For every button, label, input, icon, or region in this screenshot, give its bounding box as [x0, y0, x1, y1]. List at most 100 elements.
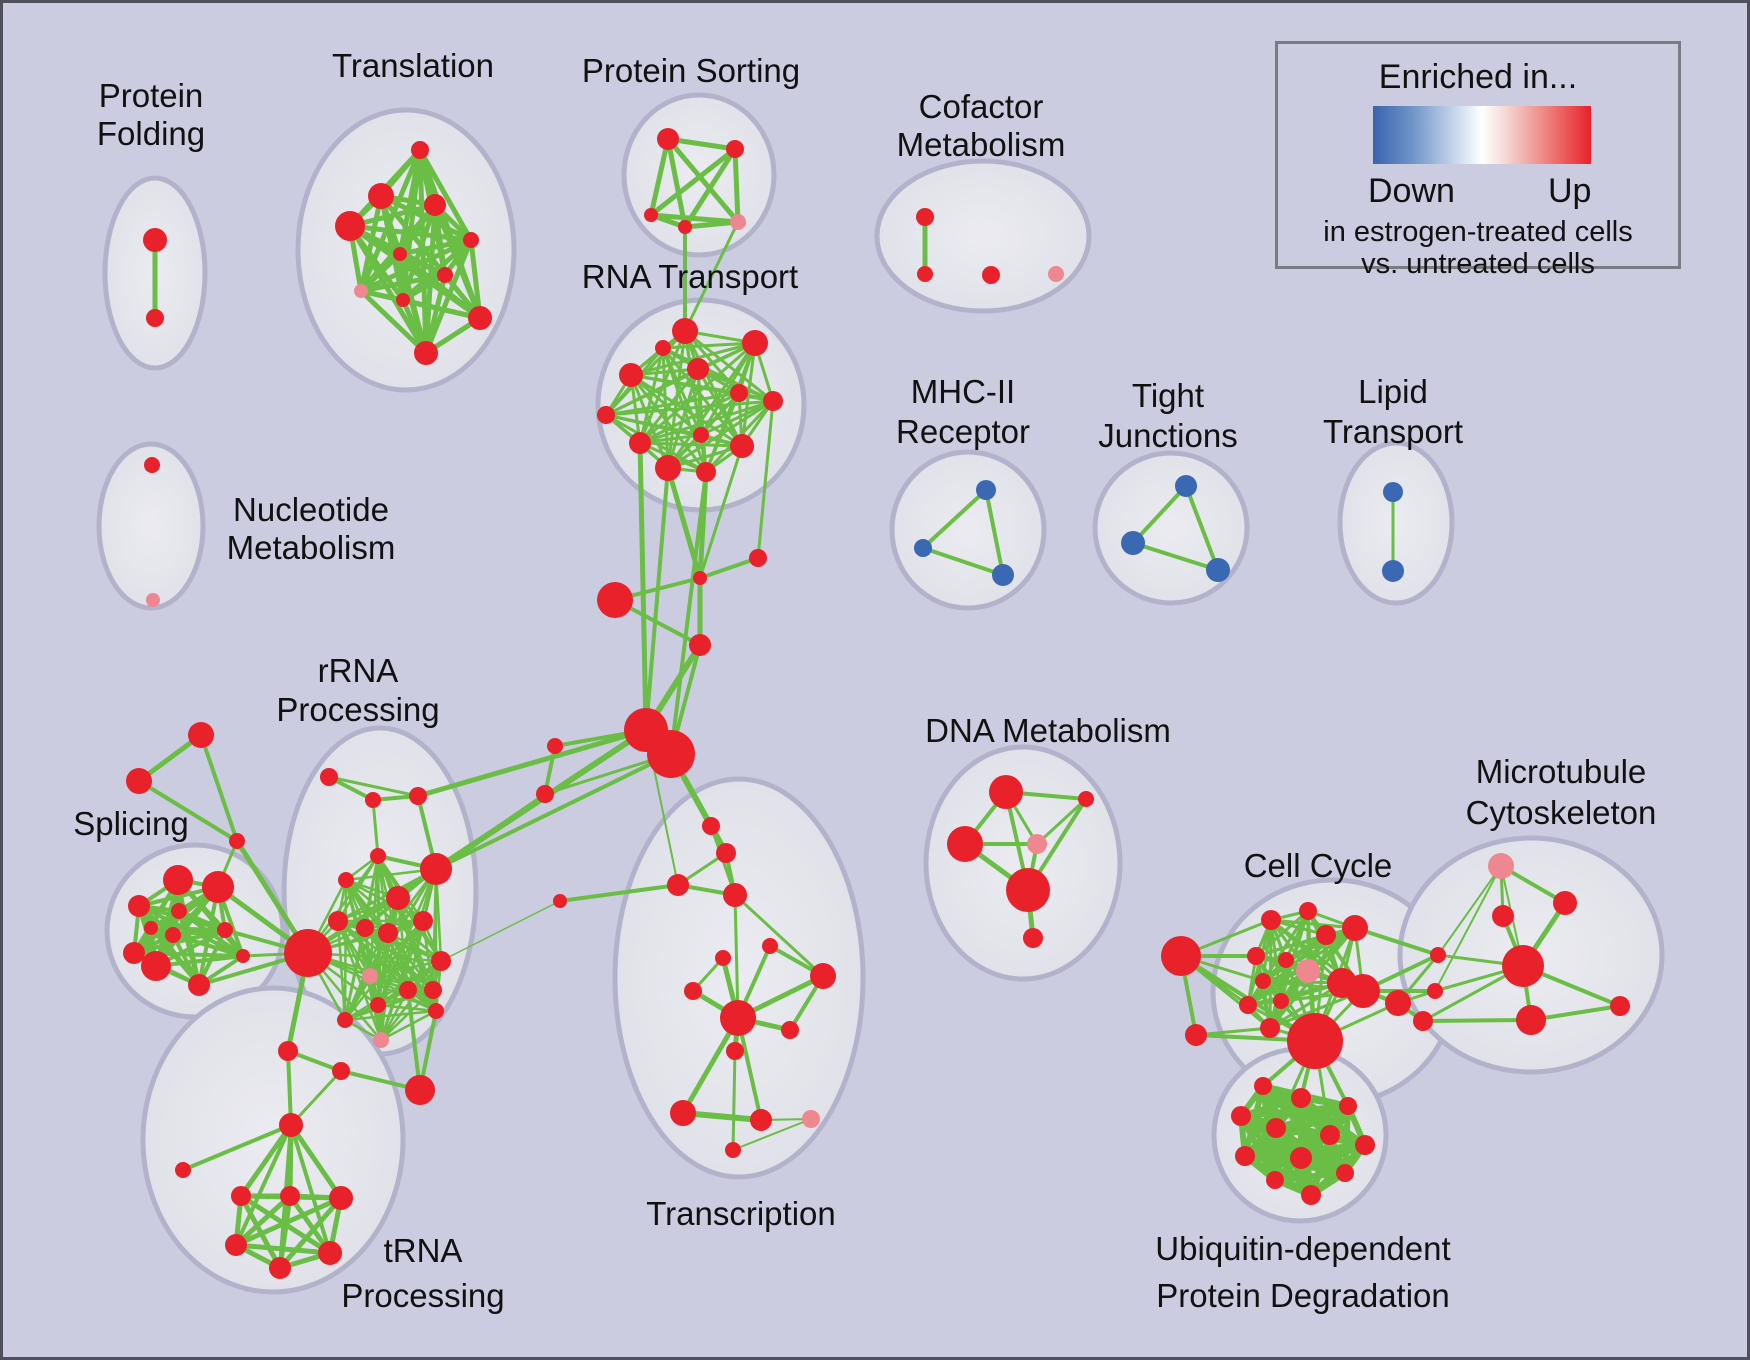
gene-set-node: [225, 1234, 247, 1256]
overlap-edge: [1131, 484, 1188, 545]
overlap-edge: [558, 883, 680, 903]
gene-set-node: [1610, 996, 1630, 1016]
gene-set-node: [1278, 952, 1294, 968]
gene-set-node: [144, 457, 160, 473]
gene-set-node: [696, 462, 716, 482]
overlap-edge: [648, 212, 741, 225]
gene-set-node: [1287, 1013, 1343, 1069]
overlap-edge: [732, 1118, 812, 1151]
gene-set-node: [1382, 560, 1404, 582]
gene-set-node: [428, 1003, 444, 1019]
gene-set-node: [547, 738, 563, 754]
overlap-edge: [699, 399, 775, 437]
gene-set-node: [1235, 1146, 1255, 1166]
overlap-edge: [680, 1015, 741, 1116]
overlap-edge: [1254, 909, 1310, 958]
gene-set-node: [730, 214, 746, 230]
legend-up-label: Up: [1548, 172, 1592, 210]
overlap-edge: [629, 341, 757, 377]
gene-set-node: [1261, 910, 1281, 930]
cluster-label-cofactor-metabolism: Cofactor Metabolism: [897, 88, 1066, 163]
overlap-edge: [638, 346, 665, 445]
gene-set-node: [365, 792, 381, 808]
gene-set-node: [338, 872, 354, 888]
gene-set-node: [1255, 973, 1271, 989]
gene-set-node: [463, 232, 479, 248]
cluster-ellipse: [295, 107, 517, 393]
gene-set-node: [810, 963, 836, 989]
overlap-edge: [638, 391, 741, 445]
gene-set-nodes: [123, 128, 1630, 1279]
gene-set-node: [1301, 1185, 1321, 1205]
overlap-edge: [434, 752, 673, 871]
overlap-edge: [1184, 484, 1220, 572]
overlap-edge: [406, 988, 422, 1092]
overlap-edge: [661, 346, 703, 437]
gene-set-node: [1273, 993, 1289, 1009]
overlap-edge: [644, 466, 670, 732]
gene-set-node: [1336, 1164, 1354, 1182]
cluster-label-protein-folding: Protein Folding: [97, 77, 205, 152]
overlap-edge: [181, 1123, 293, 1172]
gene-set-node: [1299, 902, 1317, 920]
overlap-edge: [1261, 926, 1357, 983]
cluster-label-transcription: Transcription: [646, 1195, 836, 1232]
gene-set-node: [597, 582, 633, 618]
legend-title: Enriched in...: [1378, 58, 1578, 96]
overlap-edge: [368, 919, 425, 978]
gene-set-node: [1413, 1011, 1433, 1031]
overlap-edge: [661, 341, 757, 350]
gene-set-node: [393, 247, 407, 261]
gene-set-node: [362, 968, 378, 984]
cluster-labels: Protein Folding Translation Protein Sorting…: [73, 47, 1656, 1314]
overlap-edge: [682, 146, 738, 230]
gene-set-node: [916, 208, 934, 226]
overlap-edge: [327, 775, 420, 798]
cluster-label-trna-processing: tRNA Processing: [341, 1232, 504, 1314]
overlap-edge: [638, 399, 775, 445]
cluster-label-nucleotide-metabolism: Nucleotide Metabolism: [227, 491, 396, 566]
gene-set-node: [802, 1110, 820, 1128]
gene-set-node: [762, 938, 778, 954]
gene-set-node: [678, 220, 692, 234]
overlap-edge: [379, 988, 435, 1042]
gene-set-node: [337, 1012, 353, 1028]
overlap-edge: [604, 391, 741, 417]
gene-set-node: [1121, 531, 1145, 555]
cluster-label-dna-metabolism: DNA Metabolism: [925, 712, 1171, 749]
overlap-edge: [343, 974, 372, 1022]
gene-set-node: [1206, 558, 1230, 582]
gene-set-node: [141, 951, 171, 981]
overlap-edge: [1238, 1103, 1351, 1119]
gene-set-node: [655, 455, 681, 481]
gene-set-node: [1427, 983, 1443, 999]
gene-set-node: [1342, 915, 1368, 941]
gene-set-node: [1231, 1106, 1251, 1126]
overlap-edge: [421, 919, 435, 992]
gene-set-node: [356, 919, 374, 937]
overlap-edge: [683, 220, 740, 333]
gene-set-node: [229, 833, 245, 849]
gene-set-node: [144, 921, 158, 935]
overlap-edge: [604, 413, 703, 437]
cluster-ellipse: [874, 158, 1092, 314]
gene-set-node: [992, 564, 1014, 586]
overlap-edge: [648, 136, 671, 218]
gene-set-node: [413, 911, 433, 931]
gene-set-node: [553, 894, 567, 908]
gene-set-node: [354, 284, 368, 298]
cluster-ellipse: [889, 449, 1047, 611]
cluster-ellipse: [1337, 440, 1455, 606]
gene-set-node: [672, 318, 698, 344]
overlap-edge: [423, 237, 474, 356]
cluster-ellipse: [1092, 450, 1250, 606]
gene-set-node: [730, 434, 754, 458]
gene-set-node: [1290, 1147, 1312, 1169]
gene-set-node: [1430, 947, 1446, 963]
gene-set-node: [1006, 868, 1050, 912]
overlap-edge: [343, 919, 425, 1022]
gene-set-node: [1048, 266, 1064, 282]
gene-set-node: [396, 293, 410, 307]
overlap-edge: [665, 136, 741, 225]
gene-set-node: [123, 942, 145, 964]
